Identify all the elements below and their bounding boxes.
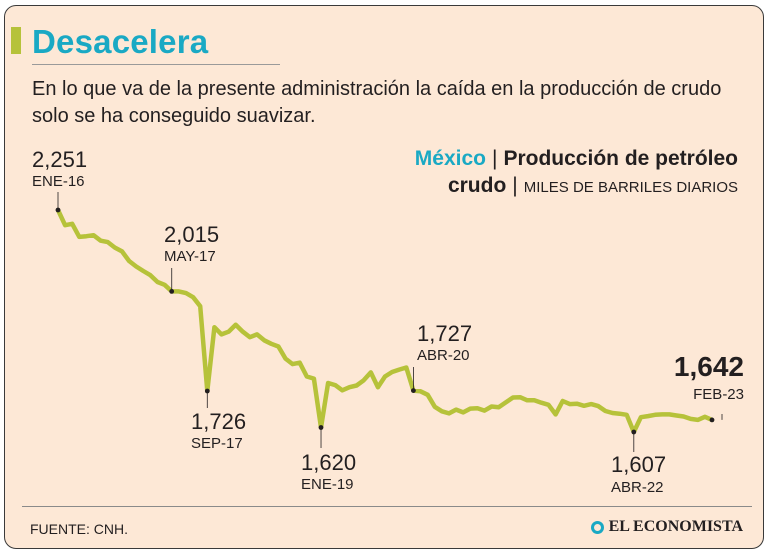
title-accent-bar [11, 27, 21, 54]
annotation-point [631, 429, 637, 435]
header-separator: | [512, 174, 518, 197]
annotation-point [204, 388, 210, 394]
annotation-date-label: ABR-20 [417, 347, 470, 364]
page-title: Desacelera [32, 23, 209, 60]
chart-header-line-2: crudo | MILES DE BARRILES DIARIOS [448, 174, 738, 198]
chart-country: México [414, 147, 486, 170]
chart-units: MILES DE BARRILES DIARIOS [523, 179, 738, 196]
header-separator: | [492, 147, 498, 170]
chart-header-line-1: México | Producción de petróleo [415, 147, 738, 171]
annotation-date-label: MAY-17 [164, 248, 216, 265]
annotation-date-label: SEP-17 [191, 435, 243, 452]
annotation-value-label: 1,642 [674, 351, 744, 382]
annotation-value-label: 1,726 [191, 409, 246, 434]
source-note: FUENTE: CNH. [30, 521, 128, 537]
annotation-point [55, 207, 61, 213]
annotation-value-label: 1,620 [301, 450, 356, 475]
annotation-date-label: ABR-22 [611, 479, 664, 496]
annotation-date-label: ENE-19 [301, 476, 354, 493]
annotation-value-label: 2,015 [164, 222, 219, 247]
annotation-value-label: 1,727 [417, 321, 472, 346]
brand-icon [590, 520, 604, 534]
annotation-point [709, 417, 715, 423]
annotation-value-label: 1,607 [611, 452, 666, 477]
annotation-value-label: 2,251 [32, 147, 87, 172]
chart-metric-line-1: Producción de petróleo [503, 147, 738, 170]
chart-metric-line-2: crudo [447, 174, 507, 197]
footer-divider [22, 506, 752, 507]
brand-logo: EL ECONOMISTA [590, 518, 743, 536]
infographic-card: Desacelera En lo que va de la presente a… [4, 5, 764, 549]
series-line-mexico [55, 207, 715, 435]
page-subtitle: En lo que va de la presente administraci… [32, 78, 722, 127]
annotation-date-label: ENE-16 [32, 173, 85, 190]
title-divider [32, 64, 280, 65]
annotation-date-label: FEB-23 [693, 386, 744, 403]
brand-name: EL ECONOMISTA [608, 518, 743, 535]
annotation-point [318, 425, 324, 430]
annotation-point [411, 388, 416, 393]
annotation-point [169, 289, 175, 294]
